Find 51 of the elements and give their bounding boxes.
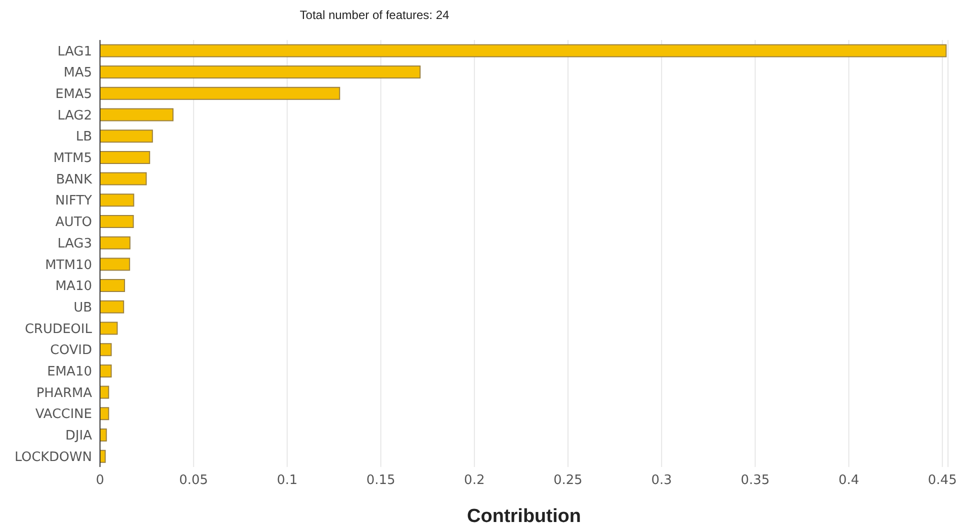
bar: [100, 214, 134, 228]
y-tick-label: CRUDEOIL: [24, 322, 93, 337]
bar: [100, 407, 110, 420]
bar: [100, 66, 421, 79]
y-tick-label: LB: [76, 130, 92, 145]
y-tick-label: VACCINE: [35, 407, 92, 422]
x-tick-label: 0.3: [651, 473, 672, 488]
bar: [100, 108, 174, 122]
y-tick-label: PHARMA: [36, 386, 92, 401]
bar: [100, 428, 107, 442]
x-tick-label: 0.25: [554, 473, 582, 488]
bar: [100, 364, 112, 378]
bar: [100, 386, 110, 399]
bar: [100, 86, 340, 100]
x-tick-label: 0.45: [928, 473, 957, 488]
bar: [100, 300, 124, 314]
y-tick-label: EMA5: [55, 86, 92, 102]
x-tick-label: 0.1: [276, 473, 298, 488]
y-tick-label: COVID: [50, 343, 92, 358]
y-tick-label: NIFTY: [55, 194, 92, 209]
y-tick-label: MA5: [64, 66, 92, 81]
y-tick-label: MTM10: [45, 258, 92, 273]
x-tick-label: 0.4: [838, 473, 860, 488]
bar: [100, 44, 947, 58]
y-tick-label: LAG2: [57, 108, 92, 124]
x-tick-label: 0.05: [179, 473, 208, 488]
bar: [100, 322, 118, 335]
bar: [100, 172, 147, 186]
x-tick-label: 0.35: [740, 473, 770, 488]
x-tick-label: 0.2: [464, 473, 485, 488]
y-tick-label: UB: [74, 300, 92, 316]
y-tick-label: DJIA: [65, 428, 92, 444]
y-tick-label: LAG1: [57, 44, 92, 60]
y-tick-label: MTM5: [53, 151, 92, 166]
x-axis-title: Contribution: [467, 506, 581, 527]
bar: [100, 258, 130, 271]
bar: [100, 194, 134, 207]
bar: [100, 150, 150, 164]
y-tick-label: AUTO: [55, 215, 92, 230]
bar: [100, 343, 112, 356]
bar: [100, 236, 130, 250]
y-tick-label: BANK: [56, 172, 92, 188]
bar: [100, 279, 126, 292]
x-tick-label: 0.15: [366, 473, 396, 488]
y-tick-label: LOCKDOWN: [14, 450, 92, 465]
chart-title: Total number of features: 24: [300, 8, 450, 22]
y-tick-label: EMA10: [47, 364, 92, 380]
bar: [100, 130, 153, 143]
y-tick-label: MA10: [55, 279, 92, 294]
x-tick-label: 0: [96, 473, 104, 488]
y-tick-label: LAG3: [57, 236, 92, 252]
